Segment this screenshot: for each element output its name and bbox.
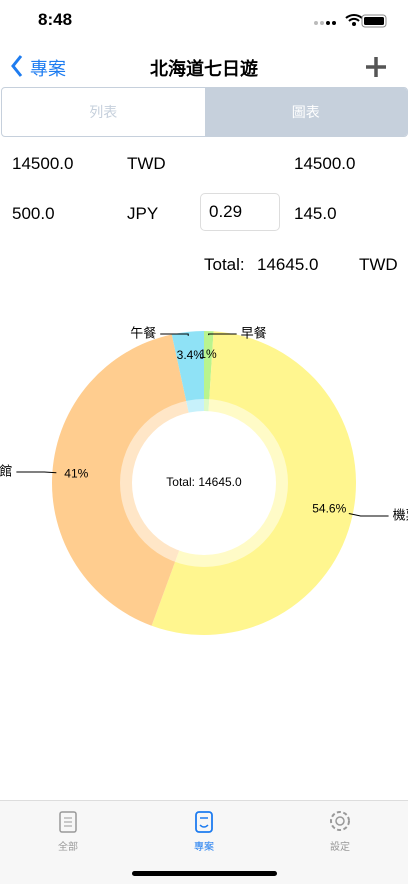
tab-icon: [330, 811, 350, 831]
leader-line: [16, 471, 57, 474]
total-amount: 14645.0: [257, 255, 319, 274]
donut-hole: [132, 411, 276, 555]
donut-chart: Total: 14645.0 1% 早餐 54.6% 機票 41% 旅館 3.4% 午餐: [0, 325, 408, 635]
value-label: 41%: [64, 466, 88, 480]
home-indicator: [132, 871, 277, 876]
currency: JPY: [127, 204, 159, 223]
back-chevron[interactable]: [10, 54, 24, 78]
back-button[interactable]: 專案: [30, 59, 66, 79]
currency: TWD: [127, 154, 166, 173]
leader-line: [208, 333, 237, 336]
tab-icon: [195, 811, 213, 833]
leader-line: [348, 512, 389, 517]
total-label: Total:: [204, 255, 245, 274]
nav-title: 北海道七日遊: [150, 59, 258, 79]
tab-icon: [59, 811, 77, 833]
converted: 14500.0: [294, 154, 356, 173]
category-label: 午餐: [130, 325, 156, 340]
converted: 145.0: [294, 204, 337, 223]
rate-input[interactable]: 0.29: [200, 193, 280, 231]
value-label: 3.4%: [177, 348, 205, 362]
tab-label[interactable]: 全部: [58, 842, 78, 853]
center-text: Total: 14645.0: [166, 475, 242, 489]
category-label: 早餐: [241, 325, 267, 340]
value-label: 1%: [199, 347, 217, 361]
segmented-control: 列表 圖表: [1, 87, 408, 137]
add-button[interactable]: [364, 55, 388, 79]
amount: 14500.0: [12, 154, 74, 173]
leader-line: [160, 333, 189, 336]
tab-bar: 全部 專案 設定: [0, 800, 408, 884]
category-label: 機票: [393, 507, 408, 522]
amount: 500.0: [12, 204, 55, 223]
tab-label[interactable]: 設定: [330, 842, 350, 853]
status-time: 8:48: [38, 10, 73, 29]
total-currency: TWD: [359, 255, 398, 274]
category-label: 旅館: [0, 463, 12, 478]
status-icons: [314, 14, 387, 28]
segment-selected[interactable]: 圖表: [204, 88, 407, 136]
value-label: 54.6%: [312, 502, 346, 516]
segment[interactable]: 列表: [89, 104, 118, 120]
tab-label[interactable]: 專案: [194, 842, 214, 853]
